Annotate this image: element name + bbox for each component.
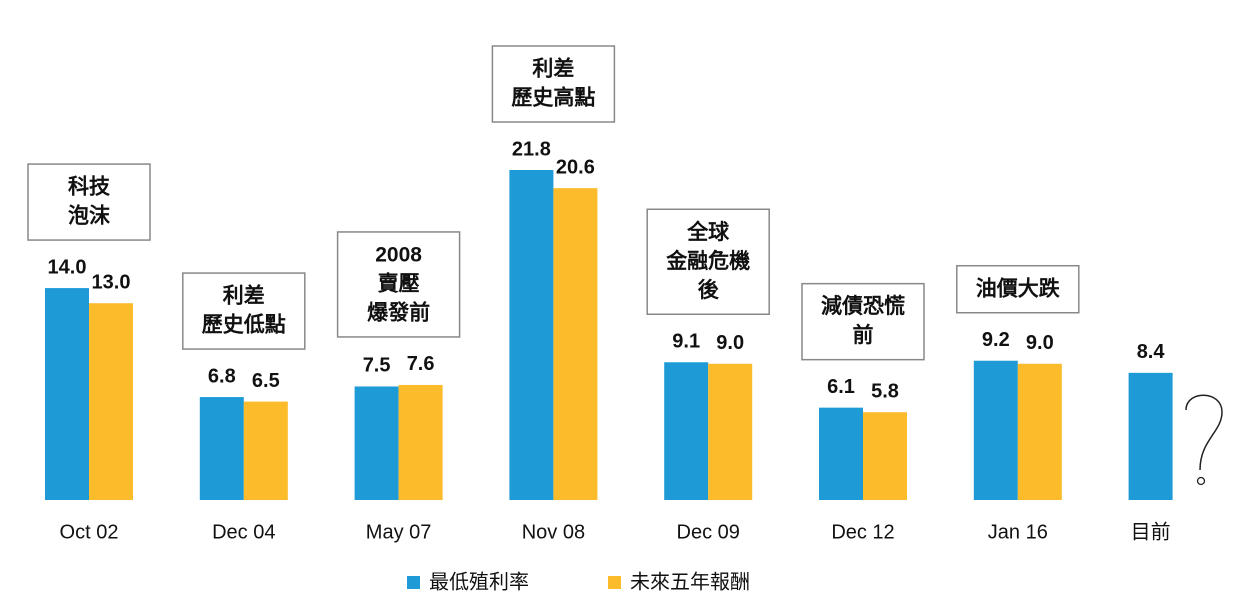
bar [819,407,863,500]
annotation-box [491,45,616,123]
value-label: 9.0 [716,332,744,354]
x-tick-label: Oct 02 [60,521,119,543]
value-label: 7.5 [363,355,391,377]
annotation: 2008 [375,244,422,267]
value-label: 7.6 [407,353,435,375]
annotation: 前 [853,323,874,347]
bar [354,386,399,500]
annotation: 金融危機 [665,249,750,273]
x-tick-label: Jan 16 [988,521,1048,543]
x-tick-label: Dec 04 [212,521,275,543]
annotation: 歷史高點 [511,86,595,110]
bar [973,360,1018,500]
value-label: 8.4 [1137,341,1166,363]
annotation: 泡沫 [68,204,111,228]
value-label: 13.0 [92,271,131,293]
bar [45,288,89,500]
bar [863,412,907,500]
bar [664,362,709,500]
bar [1128,372,1173,500]
annotation-box [801,282,925,361]
bar [89,303,133,500]
annotation-box [956,264,1080,314]
annotation: 利差 [532,57,574,81]
annotation: 油價大跌 [976,277,1061,300]
legend-swatch [608,576,621,589]
bar [553,188,598,500]
annotation: 利差 [223,284,265,308]
value-label: 20.6 [556,156,595,178]
value-label: 9.2 [982,329,1010,351]
bar [708,363,753,500]
value-label: 9.1 [672,331,700,353]
x-tick-label: Dec 12 [831,521,894,543]
value-label: 6.5 [252,370,280,392]
annotation: 爆發前 [367,301,430,325]
value-label: 5.8 [871,380,899,402]
annotation: 歷史低點 [202,313,286,337]
annotation: 減債恐慌 [821,294,905,318]
value-label: 6.8 [208,365,236,387]
legend-label: 最低殖利率 [429,570,529,593]
legend-swatch [407,576,420,589]
annotation: 賣壓 [378,273,420,296]
bar [199,397,244,500]
annotation-box [27,163,151,241]
bar [398,384,443,500]
question-mark [1185,394,1223,471]
bar [243,401,288,500]
question-dot [1196,476,1206,486]
annotation-box [336,231,461,338]
annotation-box [646,208,770,315]
value-label: 21.8 [512,138,551,160]
bar [1017,363,1062,500]
x-tick-label: Nov 08 [522,521,585,543]
x-tick-label: Dec 09 [677,521,740,543]
bar [509,170,554,500]
annotation: 全球 [686,220,730,244]
value-label: 6.1 [827,376,855,398]
x-tick-label: May 07 [366,521,432,543]
annotation: 後 [698,278,720,302]
annotation: 科技 [68,175,111,199]
value-label: 14.0 [48,256,87,278]
annotation-box [182,272,306,350]
value-label: 9.0 [1026,332,1054,354]
x-tick-label: 目前 [1131,520,1171,543]
legend-label: 未來五年報酬 [630,570,750,593]
